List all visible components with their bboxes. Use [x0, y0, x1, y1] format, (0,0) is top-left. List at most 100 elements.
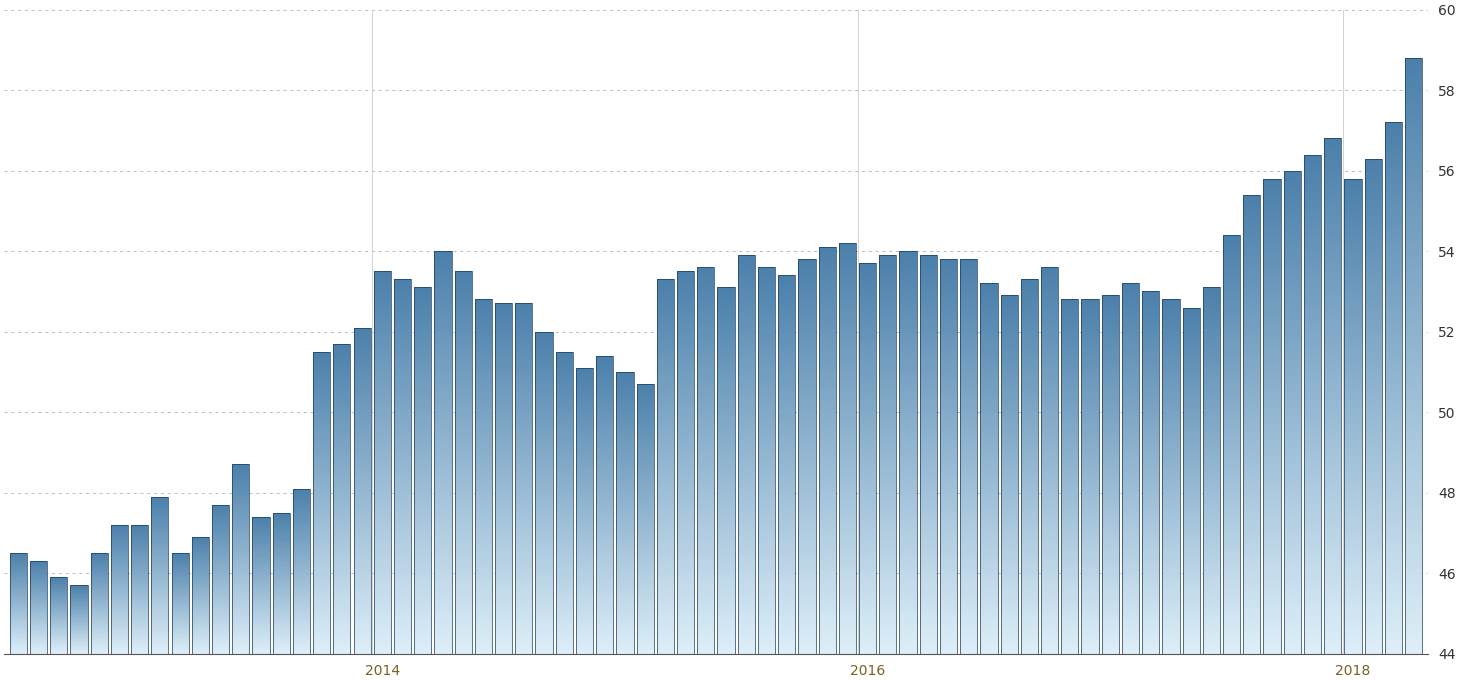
- Bar: [1324, 435, 1342, 439]
- Bar: [1000, 385, 1018, 388]
- Bar: [111, 525, 128, 653]
- Bar: [394, 504, 412, 507]
- Bar: [91, 558, 108, 559]
- Bar: [1304, 450, 1321, 454]
- Bar: [1082, 554, 1099, 556]
- Bar: [616, 642, 634, 644]
- Bar: [1345, 456, 1362, 460]
- Bar: [353, 556, 371, 558]
- Bar: [1000, 373, 1018, 376]
- Bar: [474, 299, 492, 653]
- Bar: [515, 493, 533, 496]
- Bar: [1244, 286, 1260, 290]
- Bar: [191, 568, 209, 569]
- Bar: [1061, 420, 1079, 424]
- Bar: [819, 308, 835, 311]
- Bar: [1263, 333, 1280, 337]
- Bar: [191, 578, 209, 579]
- Bar: [131, 603, 149, 605]
- Bar: [1041, 438, 1058, 441]
- Bar: [778, 609, 796, 613]
- Bar: [778, 543, 796, 547]
- Bar: [1183, 590, 1200, 593]
- Bar: [333, 424, 350, 426]
- Bar: [273, 513, 289, 514]
- Bar: [31, 649, 47, 650]
- Bar: [879, 385, 896, 388]
- Bar: [91, 555, 108, 556]
- Bar: [961, 526, 977, 529]
- Bar: [1304, 421, 1321, 425]
- Bar: [717, 541, 734, 544]
- Bar: [474, 598, 492, 600]
- Bar: [394, 541, 412, 545]
- Bar: [879, 501, 896, 505]
- Bar: [131, 527, 149, 528]
- Bar: [778, 458, 796, 461]
- Bar: [10, 652, 26, 653]
- Bar: [293, 526, 310, 527]
- Bar: [1365, 163, 1381, 167]
- Bar: [273, 541, 289, 542]
- Bar: [596, 609, 613, 611]
- Bar: [91, 574, 108, 575]
- Bar: [1244, 413, 1260, 417]
- Bar: [111, 645, 128, 646]
- Bar: [1121, 490, 1139, 493]
- Bar: [899, 398, 917, 402]
- Bar: [415, 577, 431, 581]
- Bar: [1162, 547, 1180, 550]
- Bar: [1304, 462, 1321, 466]
- Bar: [575, 444, 593, 447]
- Bar: [374, 296, 391, 300]
- Bar: [1162, 335, 1180, 338]
- Bar: [1000, 603, 1018, 606]
- Bar: [333, 610, 350, 612]
- Bar: [415, 303, 431, 306]
- Bar: [758, 351, 775, 354]
- Bar: [858, 367, 876, 371]
- Bar: [839, 630, 856, 633]
- Bar: [1324, 585, 1342, 590]
- Bar: [637, 607, 654, 609]
- Bar: [31, 595, 47, 596]
- Bar: [1021, 539, 1038, 541]
- Bar: [1102, 516, 1118, 520]
- Bar: [1203, 471, 1221, 473]
- Bar: [1162, 512, 1180, 515]
- Bar: [980, 601, 997, 605]
- Bar: [920, 355, 937, 358]
- Bar: [737, 418, 755, 421]
- Bar: [474, 409, 492, 411]
- Bar: [616, 377, 634, 379]
- Bar: [1203, 516, 1221, 520]
- Bar: [515, 511, 533, 513]
- Bar: [31, 611, 47, 612]
- Bar: [858, 305, 876, 309]
- Bar: [273, 592, 289, 594]
- Bar: [1102, 567, 1118, 570]
- Bar: [961, 312, 977, 315]
- Bar: [394, 600, 412, 604]
- Bar: [111, 569, 128, 570]
- Bar: [415, 626, 431, 629]
- Bar: [495, 615, 512, 619]
- Bar: [353, 585, 371, 588]
- Bar: [1263, 555, 1280, 559]
- Bar: [515, 525, 533, 528]
- Bar: [920, 428, 937, 431]
- Bar: [737, 461, 755, 464]
- Bar: [10, 566, 26, 567]
- Bar: [131, 648, 149, 649]
- Bar: [677, 398, 695, 402]
- Bar: [575, 606, 593, 609]
- Bar: [293, 636, 310, 637]
- Bar: [31, 647, 47, 648]
- Bar: [435, 593, 451, 596]
- Bar: [171, 624, 188, 625]
- Bar: [515, 470, 533, 473]
- Bar: [1000, 498, 1018, 501]
- Bar: [556, 435, 572, 437]
- Bar: [940, 325, 958, 328]
- Bar: [1162, 503, 1180, 506]
